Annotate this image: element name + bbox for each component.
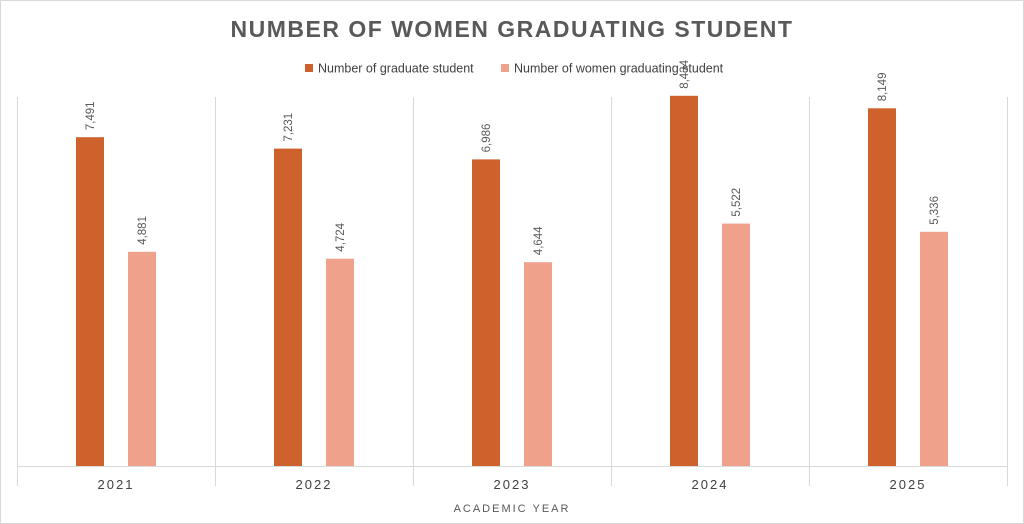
bar-women-2023 xyxy=(524,262,552,466)
bar-graduate-2024 xyxy=(670,95,698,467)
legend-label-women: Number of women graduating student xyxy=(514,62,724,76)
data-label: 5,522 xyxy=(731,188,743,217)
bars xyxy=(76,95,948,467)
chart-title: NUMBER OF WOMEN GRADUATING STUDENT xyxy=(231,16,794,42)
x-axis-ticks: 2021 2022 2023 2024 2025 xyxy=(98,477,927,492)
x-tick-label: 2023 xyxy=(494,477,531,492)
data-label: 4,644 xyxy=(533,226,545,255)
x-axis-label: ACADEMIC YEAR xyxy=(454,503,571,515)
bar-graduate-2021 xyxy=(76,137,104,466)
bar-women-2021 xyxy=(128,251,156,466)
bar-graduate-2022 xyxy=(274,148,302,466)
bar-women-2024 xyxy=(722,223,750,466)
legend-swatch-women xyxy=(501,64,509,72)
category-grid xyxy=(17,97,1008,486)
bar-women-2022 xyxy=(326,258,354,466)
legend: Number of graduate student Number of wom… xyxy=(305,62,724,76)
bar-women-2025 xyxy=(920,231,948,466)
legend-label-graduate: Number of graduate student xyxy=(318,62,474,76)
data-labels: 7,491 4,881 7,231 4,724 6,986 4,644 8,434 5,522… xyxy=(85,59,941,255)
data-label: 8,149 xyxy=(877,73,889,102)
x-tick-label: 2022 xyxy=(296,477,333,492)
data-label: 7,231 xyxy=(283,113,295,142)
data-label: 5,336 xyxy=(929,196,941,225)
x-tick-label: 2021 xyxy=(98,477,135,492)
bar-graduate-2023 xyxy=(472,159,500,466)
data-label: 7,491 xyxy=(85,101,97,130)
data-label: 8,434 xyxy=(679,59,691,88)
data-label: 4,881 xyxy=(137,216,149,245)
legend-swatch-graduate xyxy=(305,64,313,72)
x-tick-label: 2024 xyxy=(692,477,729,492)
bar-graduate-2025 xyxy=(868,108,896,467)
data-label: 4,724 xyxy=(335,222,347,251)
x-tick-label: 2025 xyxy=(890,477,927,492)
data-label: 6,986 xyxy=(481,124,493,153)
